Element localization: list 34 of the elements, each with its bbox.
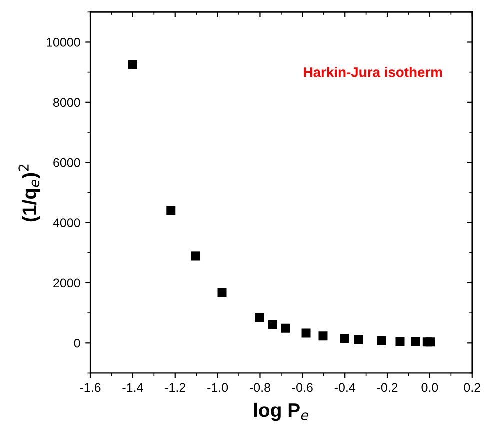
x-axis-title: log P$_{e}$ (254, 402, 309, 422)
y-tick-label: 2000 (54, 278, 80, 288)
x-tick-label: -0.8 (250, 383, 270, 392)
y-tick-label: 4000 (53, 218, 80, 228)
x-tick-label: -1.4 (122, 383, 144, 392)
point (255, 314, 264, 323)
annotation: Harkin-Jura isotherm (304, 67, 442, 78)
point (128, 60, 138, 70)
point (166, 206, 176, 216)
point (218, 288, 227, 298)
point (268, 320, 278, 330)
y-tick-label: 10000 (46, 38, 80, 47)
y-tick-label: 6000 (54, 158, 80, 168)
point (302, 328, 311, 338)
point (396, 336, 405, 346)
x-tick-label: 0.2 (464, 383, 480, 392)
point (411, 337, 420, 346)
y-tick-label: 8000 (54, 98, 80, 108)
x-tick-label: -1.2 (165, 383, 186, 392)
point (426, 338, 436, 347)
point (281, 324, 290, 333)
y-axis-title: (1/q$_{e}$)$^{2}$ (18, 164, 40, 222)
point (340, 334, 350, 343)
x-tick-label: -1.0 (208, 383, 228, 392)
x-tick-label: 0.0 (422, 383, 438, 392)
x-tick-label: -1.6 (80, 383, 101, 392)
x-tick-label: -0.6 (292, 383, 313, 392)
point (354, 335, 364, 344)
y-tick-label: 0 (74, 338, 80, 348)
point (191, 252, 200, 261)
x-tick-label: -0.4 (334, 383, 356, 392)
point (377, 336, 386, 346)
point (318, 332, 328, 341)
x-tick-label: -0.2 (377, 383, 398, 392)
